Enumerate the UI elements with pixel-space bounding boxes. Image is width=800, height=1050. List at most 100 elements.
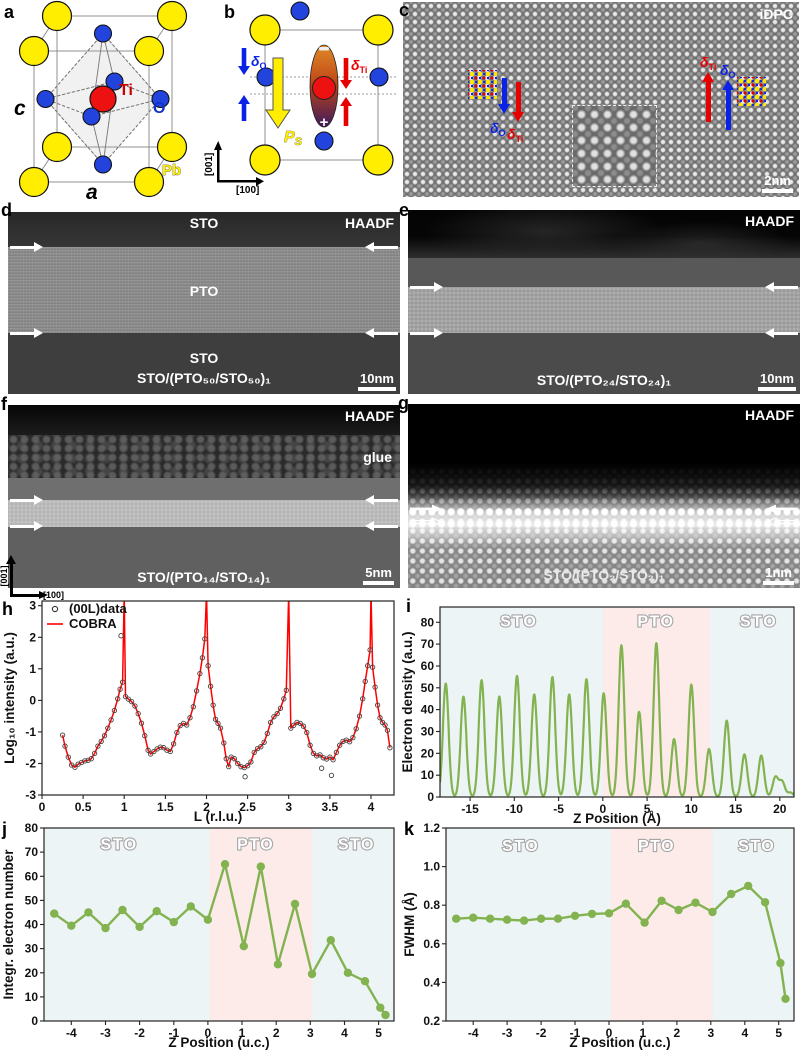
svg-text:0: 0 [599, 802, 606, 816]
svg-text:0: 0 [606, 1026, 613, 1040]
svg-text:-3: -3 [502, 1026, 513, 1040]
delta-o-label-left: δO [490, 120, 506, 138]
delta-ti-label: δTi [351, 57, 367, 75]
delta-o-arrow-up [726, 90, 731, 130]
scalebar-10nm: 10nm [758, 371, 796, 391]
a-axis-label: a [86, 181, 98, 200]
scalebar-1nm: 1nm [763, 565, 794, 585]
svg-text:-4: -4 [66, 1026, 77, 1040]
svg-text:0.8: 0.8 [423, 898, 440, 912]
svg-text:-5: -5 [553, 802, 564, 816]
crystal-axes [214, 141, 264, 186]
panel-j-label: j [2, 819, 8, 839]
interface-arrow-solid-left [410, 504, 442, 514]
panel-g-label: g [398, 393, 409, 413]
svg-text:PTO: PTO [638, 838, 675, 855]
svg-text:0: 0 [29, 693, 36, 707]
interface-arrow-hollow-left [410, 517, 443, 527]
svg-text:4: 4 [368, 800, 375, 814]
panel-b-label: b [224, 2, 235, 22]
delta-ti-label-left: δTi [507, 126, 524, 144]
panel-d-label: d [1, 200, 12, 220]
glue-label: glue [363, 449, 392, 465]
axis-100-label: [100] [236, 185, 259, 196]
svg-text:60: 60 [421, 659, 435, 673]
atomic-model-right [737, 77, 766, 106]
haadf-image-pto2: HAADF STO/(PTO₂/STO₂)₁ 1nm [408, 404, 800, 588]
panel-a-label: a [4, 2, 15, 22]
svg-text:0.5: 0.5 [75, 800, 92, 814]
svg-text:40: 40 [421, 703, 435, 717]
idpc-inset-box [572, 105, 657, 187]
svg-text:Z Position (u.c.): Z Position (u.c.) [569, 1035, 670, 1050]
bright-atom-row-2 [408, 519, 800, 529]
svg-text:-10: -10 [506, 802, 524, 816]
technique-label: HAADF [745, 213, 794, 229]
axis-001-label: [001] [204, 153, 215, 176]
svg-text:80: 80 [421, 615, 435, 629]
delta-o-label-right: δO [720, 62, 736, 80]
svg-text:-1: -1 [570, 1026, 581, 1040]
minus-sign [319, 47, 329, 51]
panel-e-label: e [399, 200, 410, 220]
svg-text:STO: STO [502, 838, 539, 855]
svg-text:Integr. electron number: Integr. electron number [1, 849, 16, 1000]
svg-text:-2: -2 [536, 1026, 547, 1040]
svg-text:Z Position (u.c.): Z Position (u.c.) [168, 1035, 269, 1050]
svg-text:0: 0 [31, 1014, 38, 1028]
svg-text:5: 5 [775, 1026, 782, 1040]
svg-text:PTO: PTO [237, 837, 274, 854]
pb-atoms [249, 14, 394, 176]
svg-text:60: 60 [25, 869, 39, 883]
idpc-image: iDPC δO δTi δTi δO 2nm [403, 2, 799, 197]
svg-text:10: 10 [421, 768, 435, 782]
svg-text:40: 40 [25, 918, 39, 932]
sample-caption: STO/(PTO₅₀/STO₅₀)₁ [137, 370, 271, 386]
delta-ti-label-right: δTi [700, 54, 717, 72]
svg-text:1.0: 1.0 [423, 860, 440, 874]
unit-cell-3d-diagram: c a Ti O Pb [14, 0, 188, 200]
svg-text:20: 20 [421, 746, 435, 760]
svg-text:STO: STO [101, 837, 138, 854]
o-atoms [256, 1, 389, 151]
svg-text:L (r.l.u.): L (r.l.u.) [194, 809, 243, 824]
technique-label: HAADF [345, 215, 394, 231]
svg-text:Electron density (a.u.): Electron density (a.u.) [400, 631, 415, 772]
o-atom-front [82, 107, 101, 126]
svg-text:3.5: 3.5 [322, 800, 339, 814]
delta-ti-arrow-down [516, 82, 521, 112]
scalebar-10nm: 10nm [358, 371, 396, 391]
svg-text:0.4: 0.4 [423, 975, 440, 989]
svg-text:10: 10 [685, 802, 699, 816]
delta-ti-arrows [340, 58, 352, 126]
delta-ti-arrow-up [706, 82, 711, 122]
ti-label: Ti [119, 82, 133, 99]
svg-text:2: 2 [273, 1026, 280, 1040]
o-label: O [153, 100, 165, 117]
svg-text:0.2: 0.2 [423, 1014, 440, 1028]
svg-text:COBRA: COBRA [69, 616, 117, 631]
svg-text:1: 1 [239, 1026, 246, 1040]
ti-atom [312, 76, 336, 100]
svg-text:2: 2 [674, 1026, 681, 1040]
svg-text:3: 3 [307, 1026, 314, 1040]
svg-text:STO: STO [740, 614, 777, 631]
svg-text:5: 5 [644, 802, 651, 816]
svg-text:STO: STO [738, 838, 775, 855]
panel-k-label: k [404, 819, 415, 839]
sample-caption: STO/(PTO₂₄/STO₂₄)₁ [536, 372, 672, 388]
svg-text:80: 80 [25, 821, 39, 835]
svg-text:30: 30 [421, 725, 435, 739]
svg-text:STO: STO [338, 837, 375, 854]
delta-o-arrows [238, 48, 250, 121]
pb-label: Pb [162, 162, 181, 179]
svg-text:70: 70 [421, 637, 435, 651]
sample-caption: STO/(PTO₁₄/STO₁₄)₁ [137, 569, 271, 585]
layer-pto: PTO [189, 283, 219, 299]
technique-label: HAADF [345, 408, 394, 424]
scalebar-2nm: 2nm [762, 173, 793, 193]
delta-o-arrow-down [502, 78, 507, 104]
fwhm-chart: -4 -3 -2 -1 0 1 2 3 4 5 0.2 0.4 0.6 0.8 1.0 1.2 Z Positi… [402, 821, 795, 1050]
